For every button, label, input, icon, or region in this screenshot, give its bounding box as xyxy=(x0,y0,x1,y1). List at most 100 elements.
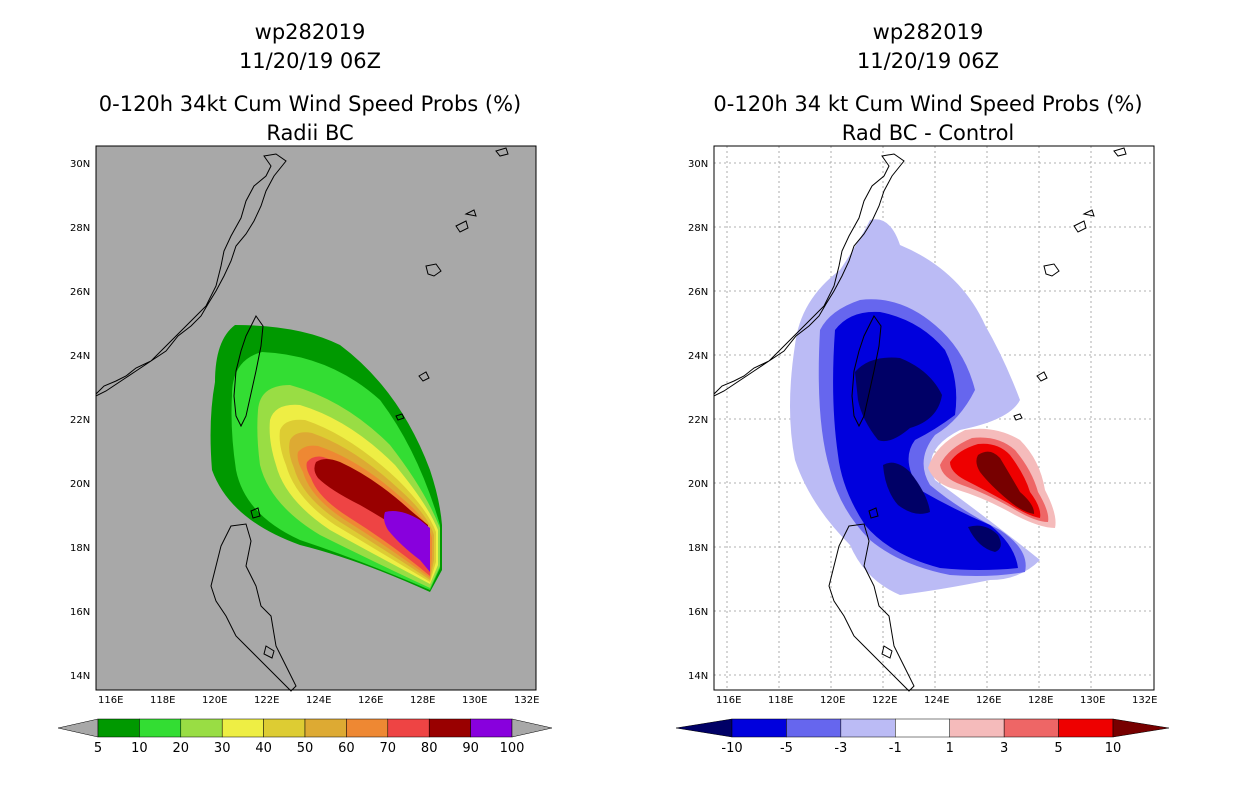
left-colorbar-label-4: 40 xyxy=(255,741,272,756)
right-lat-14N: 14N xyxy=(688,671,708,682)
left-colorbar-swatch-6 xyxy=(346,718,389,738)
left-map xyxy=(95,145,537,692)
left-lon-118E: 118E xyxy=(150,695,175,706)
right-colorbar-label-6: 5 xyxy=(1054,741,1062,756)
right-contour-pos-10 xyxy=(976,451,1035,514)
right-colorbar-label-5: 3 xyxy=(1000,741,1008,756)
right-lon-ticks: 116E 118E 120E 122E 124E 126E 128E 130E … xyxy=(716,695,1157,706)
right-contour-neg-10b xyxy=(883,462,930,514)
left-colorbar-label-5: 50 xyxy=(297,741,314,756)
left-title-subtitle: Radii BC xyxy=(266,121,354,145)
left-lon-124E: 124E xyxy=(306,695,331,706)
right-colorbar-over-triangle xyxy=(1112,718,1170,738)
right-colorbar-under-triangle xyxy=(675,718,733,738)
left-lat-14N: 14N xyxy=(70,671,90,682)
right-lat-18N: 18N xyxy=(688,543,708,554)
right-title-product: 0-120h 34 kt Cum Wind Speed Probs (%) xyxy=(713,92,1143,116)
right-lon-132E: 132E xyxy=(1132,695,1157,706)
left-colorbar-swatch-4 xyxy=(263,718,306,738)
right-colorbar-swatch-0 xyxy=(731,718,787,738)
left-colorbar-swatch-2 xyxy=(180,718,223,738)
left-colorbar-swatch-7 xyxy=(387,718,430,738)
right-colorbar-swatch-1 xyxy=(786,718,842,738)
left-lat-18N: 18N xyxy=(70,543,90,554)
right-colorbar-label-3: -1 xyxy=(889,741,902,756)
left-colorbar-label-10: 100 xyxy=(500,741,525,756)
right-colorbar: -10 -5 -3 -1 1 3 5 10 xyxy=(675,718,1170,756)
left-title-product: 0-120h 34kt Cum Wind Speed Probs (%) xyxy=(98,92,522,116)
left-colorbar-label-7: 70 xyxy=(380,741,397,756)
right-lat-20N: 20N xyxy=(688,479,708,490)
right-map xyxy=(713,145,1155,692)
left-colorbar-swatch-0 xyxy=(97,718,140,738)
right-colorbar-swatch-6 xyxy=(1058,718,1114,738)
right-contour-neg-10a xyxy=(855,357,942,442)
left-lon-122E: 122E xyxy=(254,695,279,706)
left-colorbar-swatch-3 xyxy=(221,718,264,738)
right-colorbar-label-1: -5 xyxy=(780,741,793,756)
left-lat-28N: 28N xyxy=(70,223,90,234)
left-colorbar-label-6: 60 xyxy=(338,741,355,756)
right-lat-28N: 28N xyxy=(688,223,708,234)
right-colorbar-swatch-2 xyxy=(840,718,896,738)
right-lon-124E: 124E xyxy=(924,695,949,706)
left-colorbar-label-3: 30 xyxy=(214,741,231,756)
left-lat-22N: 22N xyxy=(70,415,90,426)
left-colorbar-swatch-8 xyxy=(428,718,471,738)
right-title-storm: wp282019 xyxy=(872,20,984,44)
left-colorbar-over-triangle xyxy=(511,718,553,738)
left-colorbar-under-triangle xyxy=(57,718,99,738)
left-colorbar: 5 10 20 30 40 50 60 70 80 90 100 xyxy=(57,718,553,756)
left-lon-128E: 128E xyxy=(410,695,435,706)
left-colorbar-swatch-1 xyxy=(139,718,182,738)
left-lat-20N: 20N xyxy=(70,479,90,490)
left-colorbar-swatch-5 xyxy=(304,718,347,738)
right-lat-ticks: 14N 16N 18N 20N 22N 24N 26N 28N 30N xyxy=(688,159,708,682)
left-colorbar-label-1: 10 xyxy=(131,741,148,756)
left-lat-26N: 26N xyxy=(70,287,90,298)
right-colorbar-label-4: 1 xyxy=(946,741,954,756)
left-lat-30N: 30N xyxy=(70,159,90,170)
left-colorbar-label-9: 90 xyxy=(462,741,479,756)
left-colorbar-swatch-9 xyxy=(470,718,513,738)
right-lat-24N: 24N xyxy=(688,351,708,362)
left-lon-130E: 130E xyxy=(462,695,487,706)
left-lon-116E: 116E xyxy=(98,695,123,706)
right-lon-116E: 116E xyxy=(716,695,741,706)
right-lon-128E: 128E xyxy=(1028,695,1053,706)
right-colorbar-label-0: -10 xyxy=(721,741,742,756)
left-probability-contours xyxy=(210,325,442,592)
right-lon-118E: 118E xyxy=(768,695,793,706)
right-lon-120E: 120E xyxy=(820,695,845,706)
right-title-subtitle: Rad BC - Control xyxy=(841,121,1015,145)
right-lat-26N: 26N xyxy=(688,287,708,298)
right-lon-130E: 130E xyxy=(1080,695,1105,706)
left-title-time: 11/20/19 06Z xyxy=(238,49,382,73)
right-title-time: 11/20/19 06Z xyxy=(856,49,1000,73)
right-contour-neg-10c xyxy=(968,525,1001,552)
left-contour-90 xyxy=(384,511,430,572)
left-colorbar-label-2: 20 xyxy=(173,741,190,756)
right-difference-contours xyxy=(790,219,1056,596)
left-lat-ticks: 14N 16N 18N 20N 22N 24N 26N 28N 30N xyxy=(70,159,90,682)
right-colorbar-swatch-4 xyxy=(949,718,1005,738)
right-lon-122E: 122E xyxy=(872,695,897,706)
left-lat-16N: 16N xyxy=(70,607,90,618)
right-colorbar-label-7: 10 xyxy=(1105,741,1122,756)
left-lon-132E: 132E xyxy=(514,695,539,706)
left-lon-120E: 120E xyxy=(202,695,227,706)
right-lon-126E: 126E xyxy=(976,695,1001,706)
right-lat-30N: 30N xyxy=(688,159,708,170)
left-title-storm: wp282019 xyxy=(254,20,366,44)
left-colorbar-label-0: 5 xyxy=(94,741,102,756)
left-lat-24N: 24N xyxy=(70,351,90,362)
left-colorbar-label-8: 80 xyxy=(421,741,438,756)
right-colorbar-label-2: -3 xyxy=(834,741,847,756)
right-colorbar-swatch-3 xyxy=(895,718,950,738)
right-lat-22N: 22N xyxy=(688,415,708,426)
right-lat-16N: 16N xyxy=(688,607,708,618)
left-lon-ticks: 116E 118E 120E 122E 124E 126E 128E 130E … xyxy=(98,695,539,706)
left-lon-126E: 126E xyxy=(358,695,383,706)
right-colorbar-swatch-5 xyxy=(1003,718,1059,738)
